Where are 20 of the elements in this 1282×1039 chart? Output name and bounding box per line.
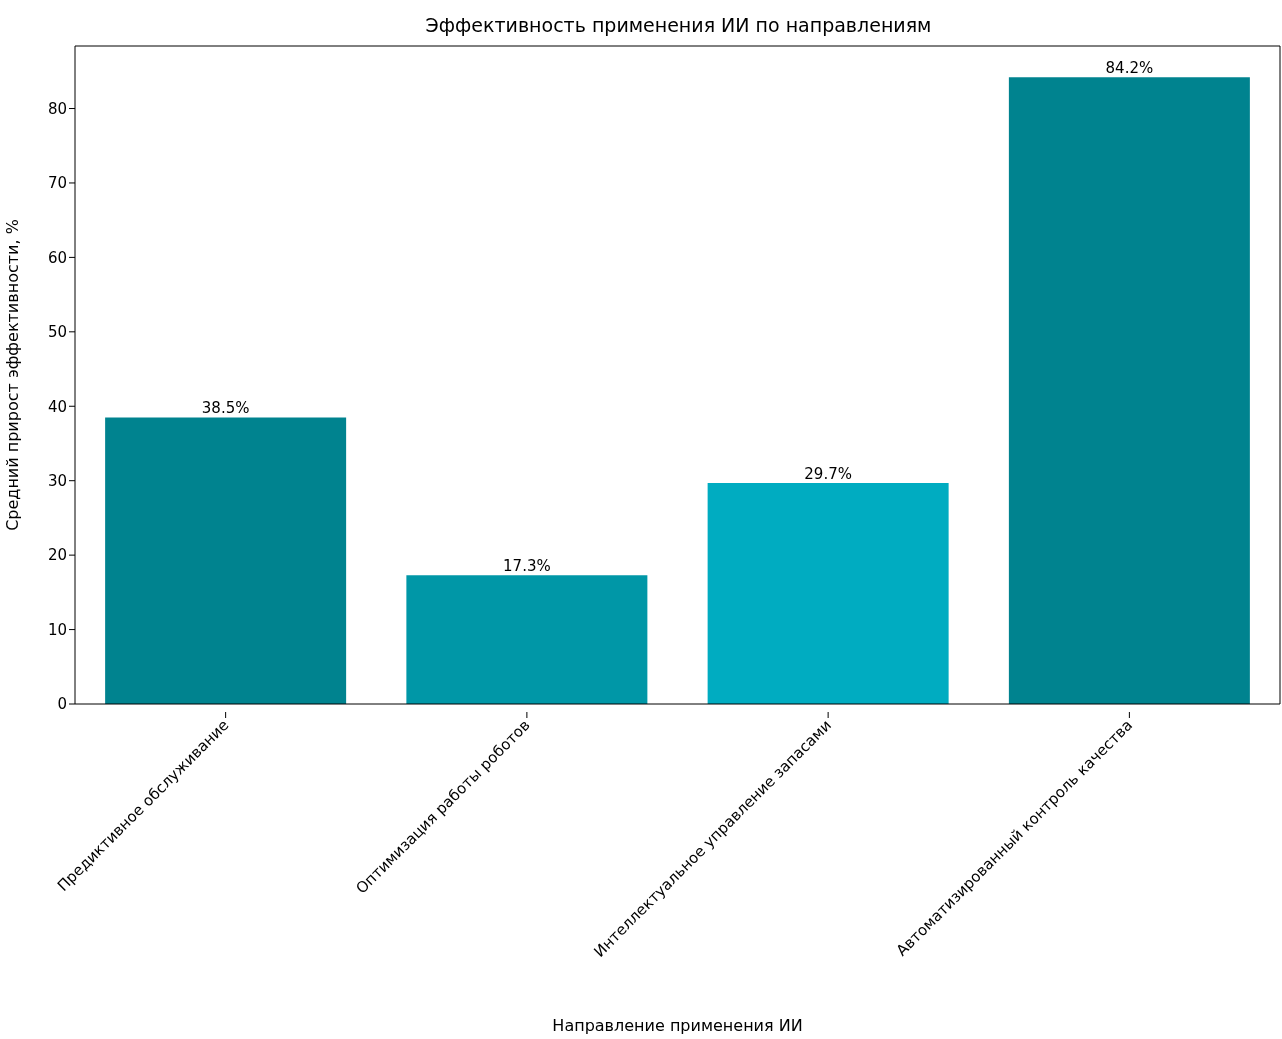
data-label: 29.7% xyxy=(804,464,852,483)
y-tick-label: 60 xyxy=(47,248,67,267)
bar xyxy=(406,575,648,704)
x-axis-title: Направление применения ИИ xyxy=(552,1016,803,1035)
y-tick-label: 70 xyxy=(47,174,67,193)
data-label: 84.2% xyxy=(1105,59,1154,78)
bar xyxy=(707,482,949,704)
bar xyxy=(105,417,347,704)
y-axis-title: Средний прирост эффективности, % xyxy=(2,219,22,531)
data-label: 17.3% xyxy=(503,557,551,576)
y-tick-label: 0 xyxy=(57,695,67,714)
bar xyxy=(1008,77,1250,704)
y-tick-label: 30 xyxy=(47,472,67,491)
y-tick-label: 10 xyxy=(47,620,67,639)
chart-title: Эффективность применения ИИ по направлениям xyxy=(424,14,933,36)
y-tick-label: 20 xyxy=(47,546,67,565)
y-tick-label: 80 xyxy=(47,99,67,118)
y-tick-label: 40 xyxy=(47,397,67,416)
data-label: 38.5% xyxy=(201,399,250,418)
y-tick-label: 50 xyxy=(47,323,67,342)
